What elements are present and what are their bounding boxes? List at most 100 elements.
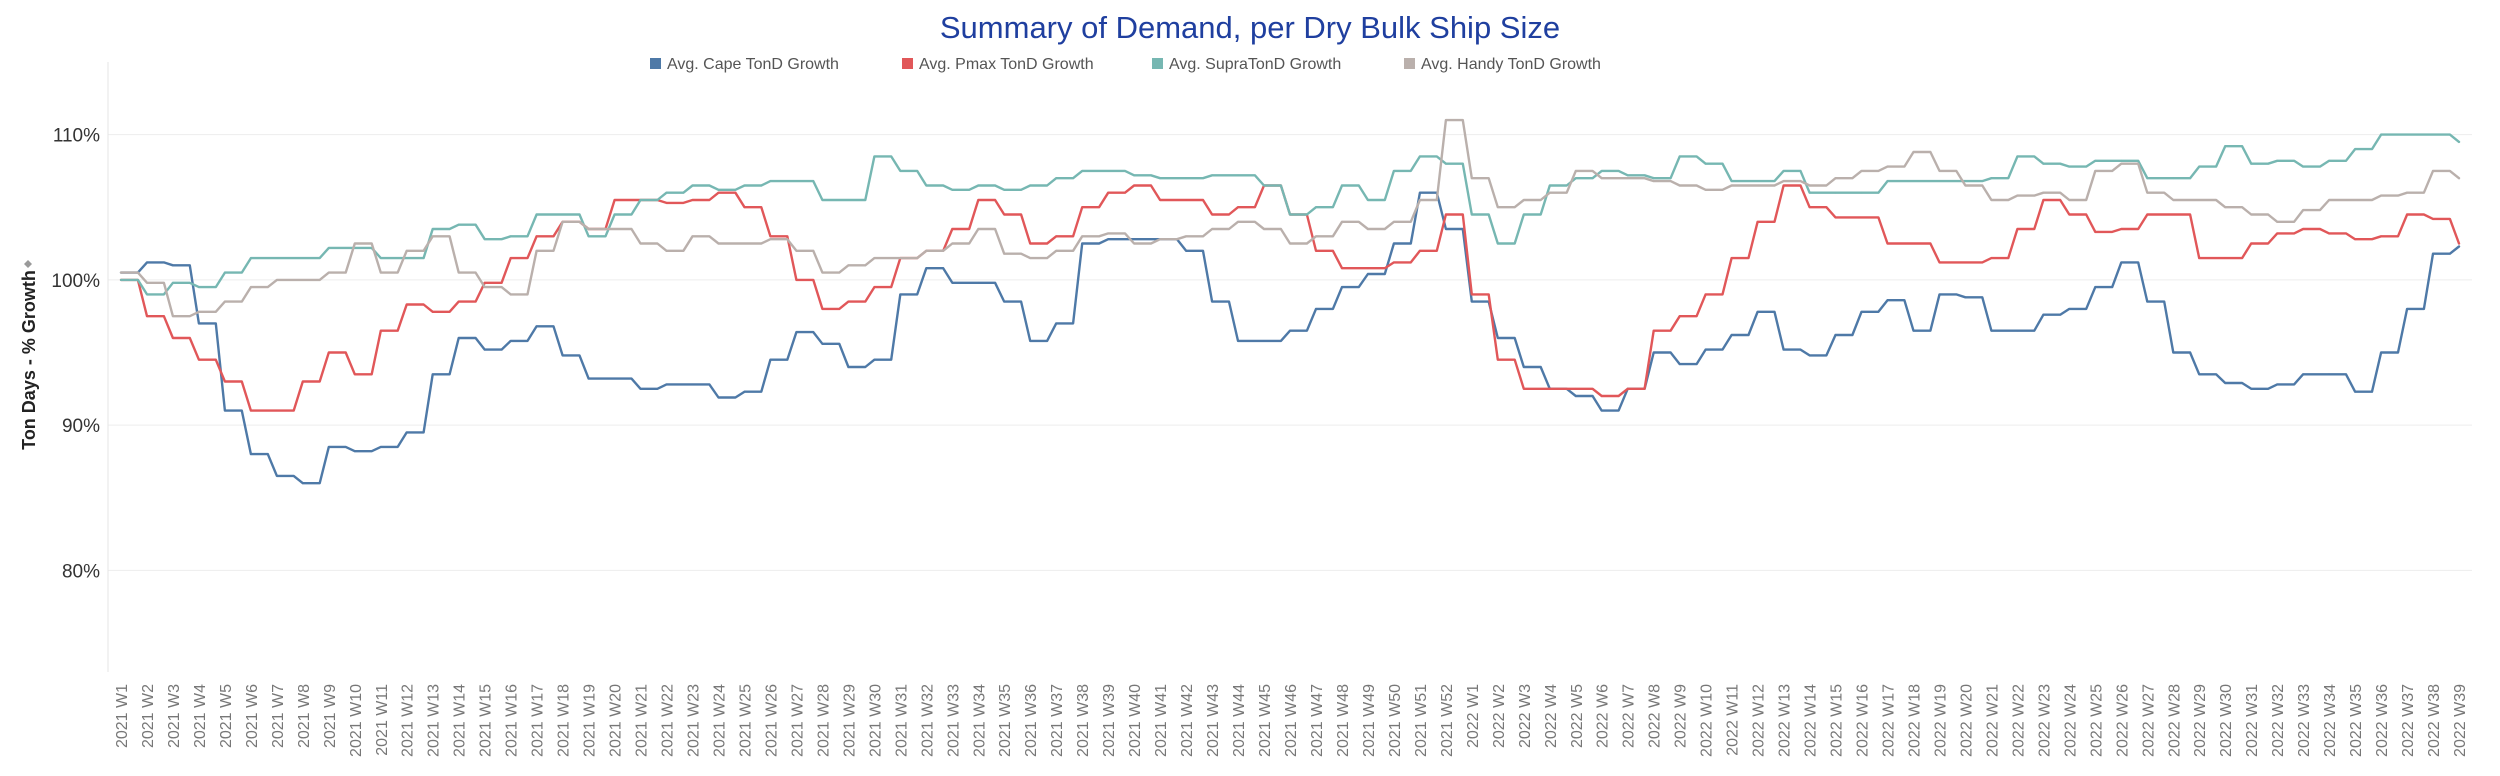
data-point[interactable] [1860,170,1863,172]
data-point[interactable] [2198,373,2201,376]
data-point[interactable] [1159,238,1161,241]
data-point[interactable] [1081,235,1084,238]
data-point[interactable] [1652,351,1655,354]
data-point[interactable] [1730,180,1733,183]
data-point[interactable] [1081,242,1084,245]
data-point[interactable] [2250,242,2253,245]
data-point[interactable] [224,271,226,274]
data-point[interactable] [873,286,876,288]
data-point[interactable] [587,377,590,380]
data-point[interactable] [1860,216,1863,219]
data-point[interactable] [1470,293,1473,296]
data-point[interactable] [1419,199,1421,201]
data-point[interactable] [873,155,876,158]
data-point[interactable] [2432,170,2434,172]
data-point[interactable] [1886,242,1889,245]
data-point[interactable] [2328,232,2331,235]
data-point[interactable] [951,242,954,245]
data-point[interactable] [2172,351,2175,354]
data-point[interactable] [405,249,408,252]
data-point[interactable] [1211,213,1213,216]
data-point[interactable] [2380,351,2383,354]
data-point[interactable] [2224,145,2227,148]
data-point[interactable] [2432,218,2434,220]
data-point[interactable] [1912,242,1915,245]
data-point[interactable] [1315,249,1317,252]
legend-item-avg-supratond-growth[interactable]: Avg. SupraTonD Growth [1152,56,1341,73]
data-point[interactable] [1548,191,1551,194]
data-point[interactable] [1756,184,1759,187]
data-point[interactable] [691,184,694,187]
data-point[interactable] [327,446,330,448]
data-point[interactable] [224,300,226,303]
data-point[interactable] [457,300,460,303]
data-point[interactable] [2224,206,2227,209]
data-point[interactable] [2198,199,2201,201]
data-point[interactable] [1133,238,1135,241]
data-point[interactable] [2276,220,2279,223]
data-point[interactable] [1341,267,1343,270]
data-point[interactable] [1496,242,1499,245]
data-point[interactable] [301,279,304,281]
data-point[interactable] [2406,308,2409,310]
data-point[interactable] [353,373,356,376]
data-point[interactable] [1029,184,1032,187]
data-point[interactable] [1782,180,1785,183]
data-point[interactable] [899,170,902,172]
data-point[interactable] [561,354,564,357]
data-point[interactable] [146,281,148,284]
data-point[interactable] [1211,300,1213,303]
data-point[interactable] [146,315,148,318]
data-point[interactable] [2120,159,2123,162]
data-point[interactable] [2068,199,2071,201]
data-point[interactable] [1626,387,1629,390]
data-point[interactable] [1834,334,1837,336]
data-point[interactable] [1860,310,1863,313]
data-point[interactable] [457,223,460,226]
data-point[interactable] [1289,329,1291,332]
data-point[interactable] [1367,267,1369,270]
data-point[interactable] [2120,261,2123,264]
data-point[interactable] [1289,213,1291,216]
data-point[interactable] [2120,162,2123,165]
data-point[interactable] [1990,199,1993,201]
data-point[interactable] [1704,293,1707,296]
data-point[interactable] [1990,257,1993,259]
data-point[interactable] [1600,177,1603,180]
data-point[interactable] [613,377,616,380]
data-point[interactable] [2068,308,2071,310]
data-point[interactable] [2068,213,2071,216]
data-point[interactable] [535,213,538,216]
data-point[interactable] [639,242,642,245]
data-point[interactable] [1003,188,1006,191]
data-point[interactable] [1600,170,1603,172]
data-point[interactable] [198,322,200,325]
data-point[interactable] [1522,366,1525,368]
data-point[interactable] [1470,300,1473,303]
data-point[interactable] [483,286,486,288]
data-point[interactable] [977,199,980,201]
data-point[interactable] [665,249,668,252]
data-point[interactable] [2380,194,2383,197]
data-point[interactable] [2042,191,2045,194]
data-point[interactable] [1263,184,1265,187]
data-point[interactable] [1315,206,1317,209]
data-point[interactable] [1938,261,1941,264]
data-point[interactable] [977,281,980,284]
data-point[interactable] [1419,249,1421,252]
data-point[interactable] [509,235,512,238]
data-point[interactable] [1185,249,1187,252]
data-point[interactable] [1237,206,1239,209]
data-point[interactable] [379,446,382,448]
data-point[interactable] [405,257,408,259]
data-point[interactable] [1315,308,1317,310]
data-point[interactable] [1029,340,1032,342]
data-point[interactable] [2354,238,2357,241]
data-point[interactable] [2016,228,2019,230]
data-point[interactable] [951,228,954,230]
data-point[interactable] [2224,257,2227,259]
data-point[interactable] [1341,220,1343,223]
data-point[interactable] [1393,242,1395,245]
data-point[interactable] [1886,299,1889,302]
data-point[interactable] [1522,387,1525,390]
